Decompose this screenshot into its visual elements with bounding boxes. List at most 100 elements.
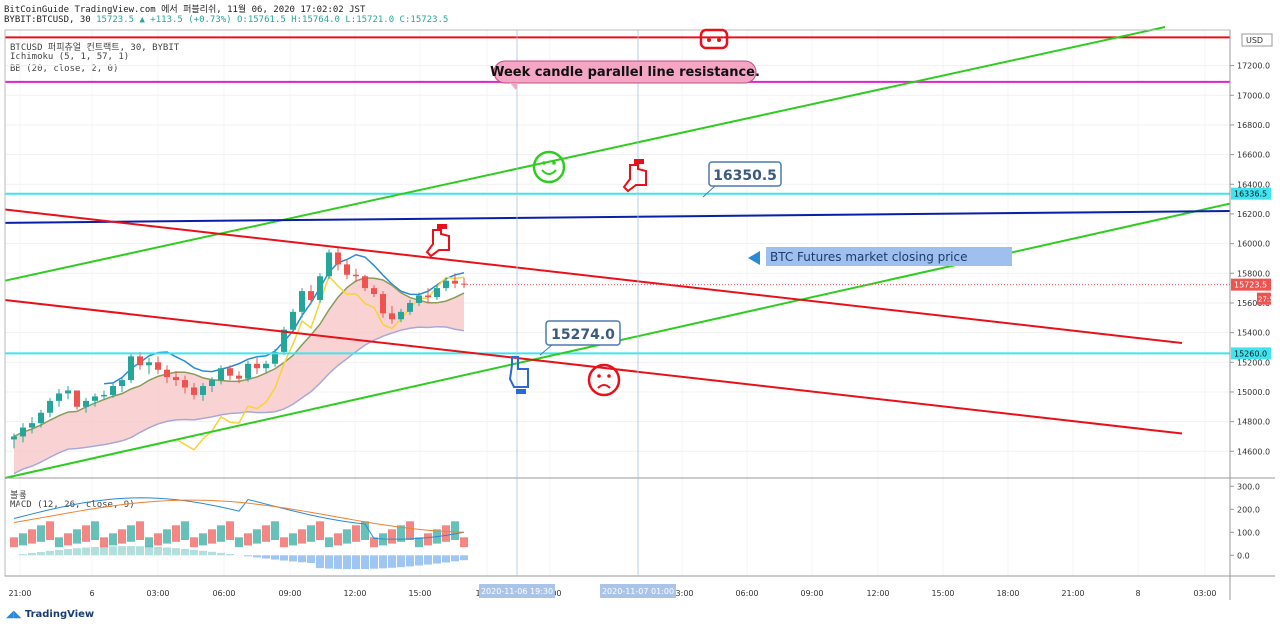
volume-legend[interactable]: 볼륨 bbox=[10, 491, 27, 501]
upper-red-channel bbox=[4, 208, 1183, 345]
robot-face-icon-eye bbox=[707, 38, 711, 42]
volume-bar bbox=[91, 521, 99, 540]
macd-histogram-bar bbox=[271, 555, 279, 560]
volume-bar bbox=[46, 521, 54, 540]
candle-body bbox=[380, 294, 386, 314]
volume-bar bbox=[424, 533, 432, 546]
y-tick-label: 16000.0 bbox=[1237, 240, 1270, 249]
axes: 14600.0 14800.0 15000.0 15200.0 15400.0 15600… bbox=[4, 29, 1278, 600]
countdown-box bbox=[1257, 292, 1271, 305]
candle-body bbox=[65, 390, 71, 394]
candle-body bbox=[317, 276, 323, 300]
candle-body bbox=[11, 436, 17, 440]
macd-histogram-bar bbox=[199, 550, 207, 556]
candle-body bbox=[218, 368, 224, 381]
volume-bar bbox=[334, 533, 342, 546]
signal-line bbox=[13, 499, 465, 533]
macd-histogram-bar bbox=[217, 552, 225, 556]
volume-bar bbox=[325, 537, 333, 548]
volume-bar bbox=[343, 529, 351, 544]
symbol-label: BYBIT:BTCUSD, 30 bbox=[4, 15, 91, 25]
x-tick-label: 8 bbox=[1135, 589, 1140, 598]
candle-body bbox=[263, 363, 269, 369]
candle-body bbox=[155, 362, 161, 370]
x-tick-label: 03:00 bbox=[1193, 589, 1216, 598]
macd-histogram-bar bbox=[316, 555, 324, 569]
macd-histogram-bar bbox=[190, 549, 198, 556]
macd-histogram-bar bbox=[208, 551, 216, 556]
macd-histogram-bar bbox=[379, 555, 387, 569]
candle-body bbox=[407, 302, 413, 312]
candle-body bbox=[92, 396, 98, 401]
volume-bar bbox=[208, 529, 216, 544]
volume-bar bbox=[10, 537, 18, 548]
macd-histogram-bar bbox=[370, 555, 378, 569]
candle-body bbox=[209, 380, 215, 387]
tradingview-logo[interactable]: ◢◣ TradingView bbox=[6, 609, 94, 620]
volume-bar bbox=[451, 521, 459, 540]
grid-lines bbox=[5, 30, 1230, 576]
macd-histogram-bar bbox=[172, 548, 180, 556]
volume-bar bbox=[190, 537, 198, 548]
macd-histogram-bar bbox=[46, 550, 54, 556]
candle-body bbox=[29, 423, 35, 428]
macd-histogram-bar bbox=[361, 555, 369, 569]
macd-histogram-bar bbox=[127, 546, 135, 556]
macd-tick-label: 300.0 bbox=[1237, 482, 1260, 491]
main-series-legend[interactable]: BTCUSD 퍼피츄얼 컨트랙트, 30, BYBIT bbox=[10, 43, 180, 53]
volume-bar bbox=[361, 521, 369, 540]
bb-legend[interactable]: BB (20, close, 2, 0) bbox=[10, 64, 119, 74]
macd-histogram-bar bbox=[352, 555, 360, 570]
x-tick-label: 12:00 bbox=[343, 589, 366, 598]
candle-body bbox=[236, 375, 242, 379]
y-tick-label: 15000.0 bbox=[1237, 388, 1270, 397]
y-tick-label: 17000.0 bbox=[1237, 91, 1270, 100]
cursor-date-label: 2020-11-07 01:00 bbox=[602, 587, 674, 596]
macd-histogram-bar bbox=[109, 546, 117, 556]
callout-15274-box bbox=[545, 320, 621, 346]
y-tick-label: 15200.0 bbox=[1237, 358, 1270, 367]
candle-body bbox=[398, 311, 404, 320]
closing-price-label-box bbox=[766, 247, 1012, 266]
y-tick-label: 14600.0 bbox=[1237, 447, 1270, 456]
candle-body bbox=[20, 427, 26, 437]
volume-bar bbox=[73, 529, 81, 544]
volume-bar bbox=[55, 537, 63, 548]
macd-histogram-bar bbox=[91, 546, 99, 556]
robot-face-icon bbox=[699, 28, 729, 50]
macd-histogram-bar bbox=[154, 546, 162, 556]
volume-bar bbox=[19, 533, 27, 546]
x-tick-label: 15:00 bbox=[408, 589, 431, 598]
macd-histogram-bar bbox=[163, 547, 171, 556]
worried-face-icon-mouth bbox=[597, 384, 611, 389]
macd-histogram-bar bbox=[19, 554, 27, 556]
lower-red-channel bbox=[4, 298, 1183, 435]
x-tick-label: 09:00 bbox=[800, 589, 823, 598]
volume-bar bbox=[406, 521, 414, 540]
macd-histogram-bar bbox=[325, 555, 333, 569]
macd-histogram-bar bbox=[388, 555, 396, 568]
volume-bar bbox=[316, 521, 324, 540]
x-tick-label: 12:00 bbox=[866, 589, 889, 598]
candle-body bbox=[371, 288, 377, 295]
pointing-hand-down-icon-cuff bbox=[634, 159, 644, 164]
week-candle-callout-box bbox=[493, 60, 757, 84]
macd-histogram-bar bbox=[289, 555, 297, 562]
y-tick-label: 17200.0 bbox=[1237, 62, 1270, 71]
candle-body bbox=[101, 394, 107, 397]
volume-bar bbox=[352, 525, 360, 542]
worried-face-icon bbox=[587, 363, 621, 397]
ichimoku-legend[interactable]: Ichimoku (5, 1, 57, 1) bbox=[10, 52, 130, 62]
symbol-ohlc-header: BYBIT:BTCUSD, 30 15723.5 ▲ +113.5 (+0.73… bbox=[4, 15, 448, 25]
week-candle-callout-tail bbox=[510, 83, 518, 90]
y-tick-label: 16200.0 bbox=[1237, 210, 1270, 219]
macd-histogram-bar bbox=[55, 549, 63, 556]
x-tick-label: 03:00 bbox=[670, 589, 693, 598]
candle-body bbox=[344, 264, 350, 275]
volume-bar bbox=[28, 529, 36, 544]
macd-histogram-bar bbox=[118, 546, 126, 556]
volume-bar bbox=[253, 529, 261, 544]
candle-body bbox=[353, 274, 359, 277]
candle-body bbox=[335, 252, 341, 265]
